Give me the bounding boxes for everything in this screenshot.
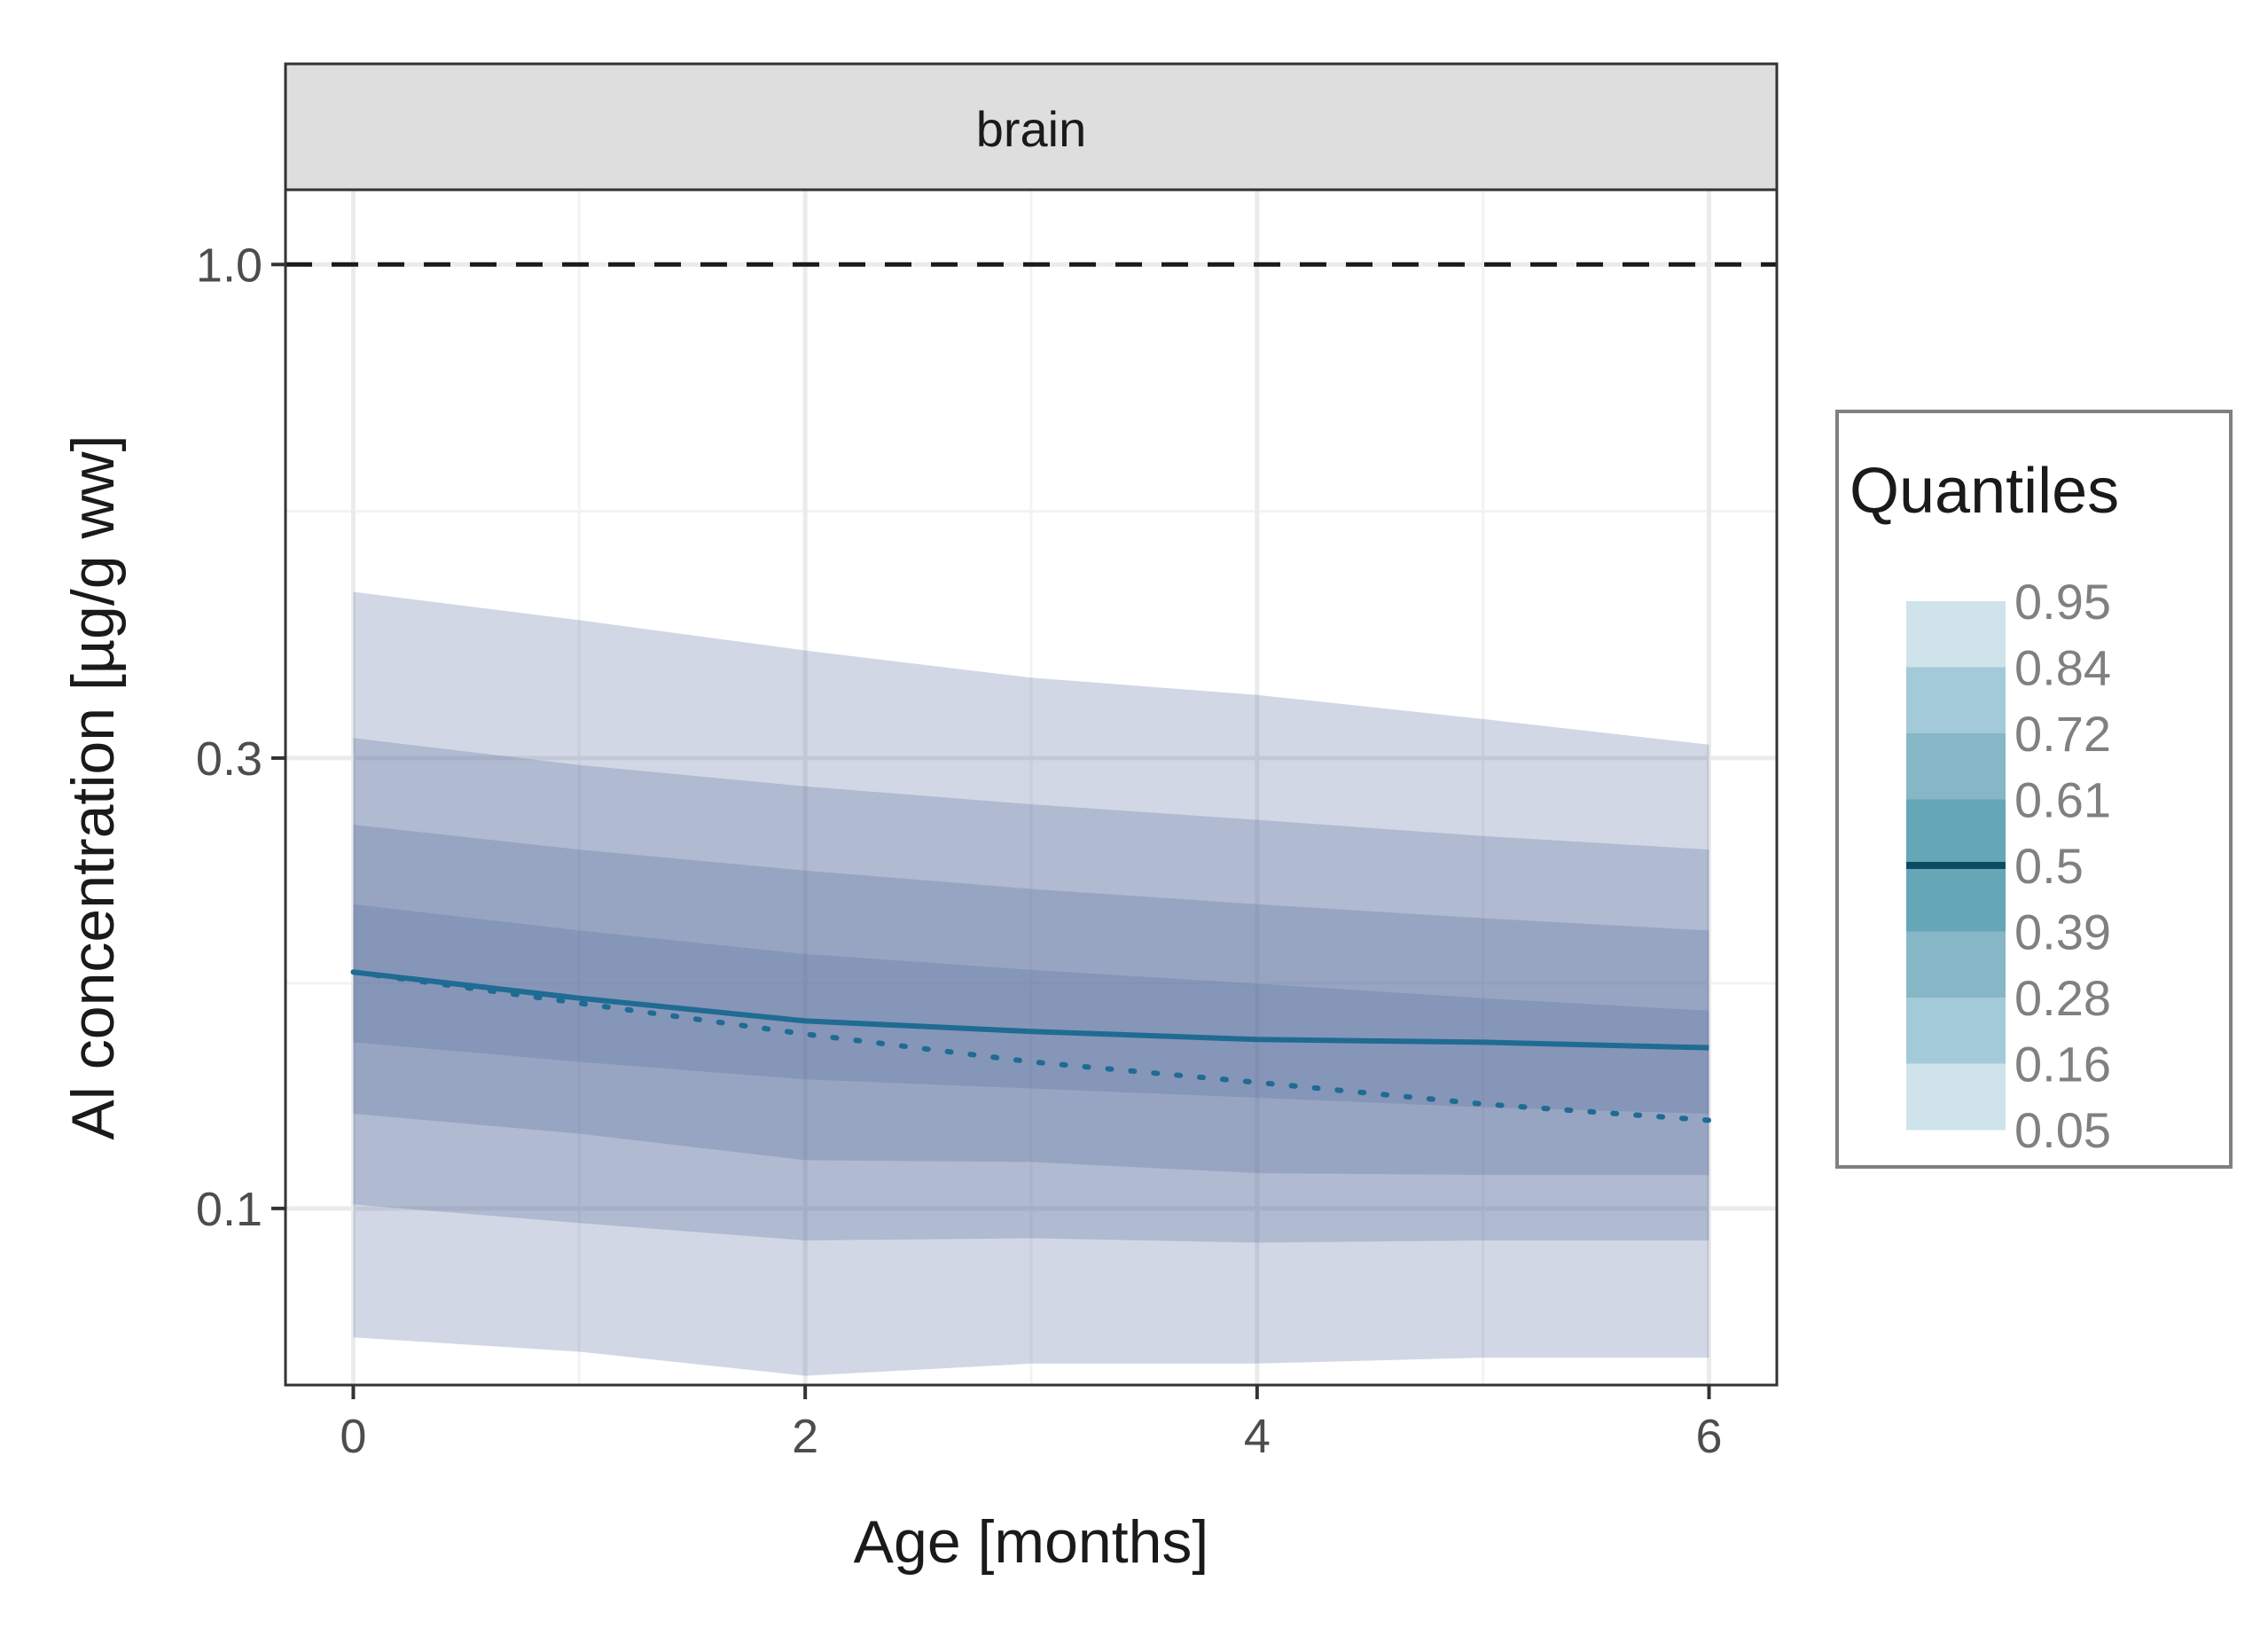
legend-median-swatch	[1906, 862, 2006, 869]
y-tick-label: 0.1	[196, 1183, 262, 1236]
legend-label: 0.72	[2014, 706, 2111, 762]
legend-labels: 0.95 0.84 0.72 0.61 0.5 0.39 0.28 0.16 0.05	[2014, 574, 2111, 1158]
legend-swatch	[1906, 733, 2006, 800]
legend-swatch	[1906, 998, 2006, 1064]
legend-label: 0.05	[2014, 1102, 2111, 1158]
x-axis: 0 2 4 6	[340, 1385, 1723, 1463]
legend-swatch	[1906, 667, 2006, 734]
quantile-band-0.16-0.84	[353, 738, 1709, 1243]
quantile-band-0.28-0.72	[353, 825, 1709, 1176]
legend-label: 0.39	[2014, 904, 2111, 960]
legend-label: 0.61	[2014, 772, 2111, 828]
legend: Quantiles 0.95 0.84 0.72 0.61 0.5 0.39 0.28 0.1…	[1835, 410, 2233, 1169]
legend-label: 0.95	[2014, 574, 2111, 630]
x-tick-label: 6	[1696, 1410, 1723, 1463]
facet-strip	[284, 62, 1779, 192]
dotted-series-line	[350, 969, 1712, 1123]
legend-swatch	[1906, 799, 2006, 866]
minor-gridlines	[285, 190, 1777, 1385]
legend-label: 0.84	[2014, 640, 2111, 696]
legend-swatches	[1906, 601, 2006, 1131]
quantile-band-0.05-0.95	[353, 591, 1709, 1376]
median-line	[353, 969, 1709, 1051]
x-tick-label: 0	[340, 1410, 366, 1463]
legend-swatch	[1906, 931, 2006, 998]
panel-border	[284, 188, 1779, 1387]
legend-swatch	[1906, 601, 2006, 668]
legend-swatch	[1906, 1063, 2006, 1131]
legend-label: 0.5	[2014, 838, 2084, 894]
facet-label: brain	[976, 101, 1087, 157]
quantile-bands	[353, 591, 1709, 1376]
y-tick-label: 1.0	[196, 239, 262, 292]
x-axis-title: Age [months]	[854, 1508, 1209, 1576]
legend-label: 0.16	[2014, 1037, 2111, 1092]
quantile-band-0.39-0.61	[353, 904, 1709, 1114]
y-tick-label: 0.3	[196, 732, 262, 786]
legend-swatch	[1906, 865, 2006, 932]
legend-box	[1835, 410, 2233, 1169]
x-tick-label: 4	[1244, 1410, 1271, 1463]
y-axis-title: Al concentration [µg/g ww]	[59, 434, 127, 1139]
legend-title: Quantiles	[1850, 456, 2119, 527]
x-tick-label: 2	[792, 1410, 818, 1463]
legend-label: 0.28	[2014, 970, 2111, 1026]
y-axis: 0.1 0.3 1.0	[196, 239, 285, 1236]
